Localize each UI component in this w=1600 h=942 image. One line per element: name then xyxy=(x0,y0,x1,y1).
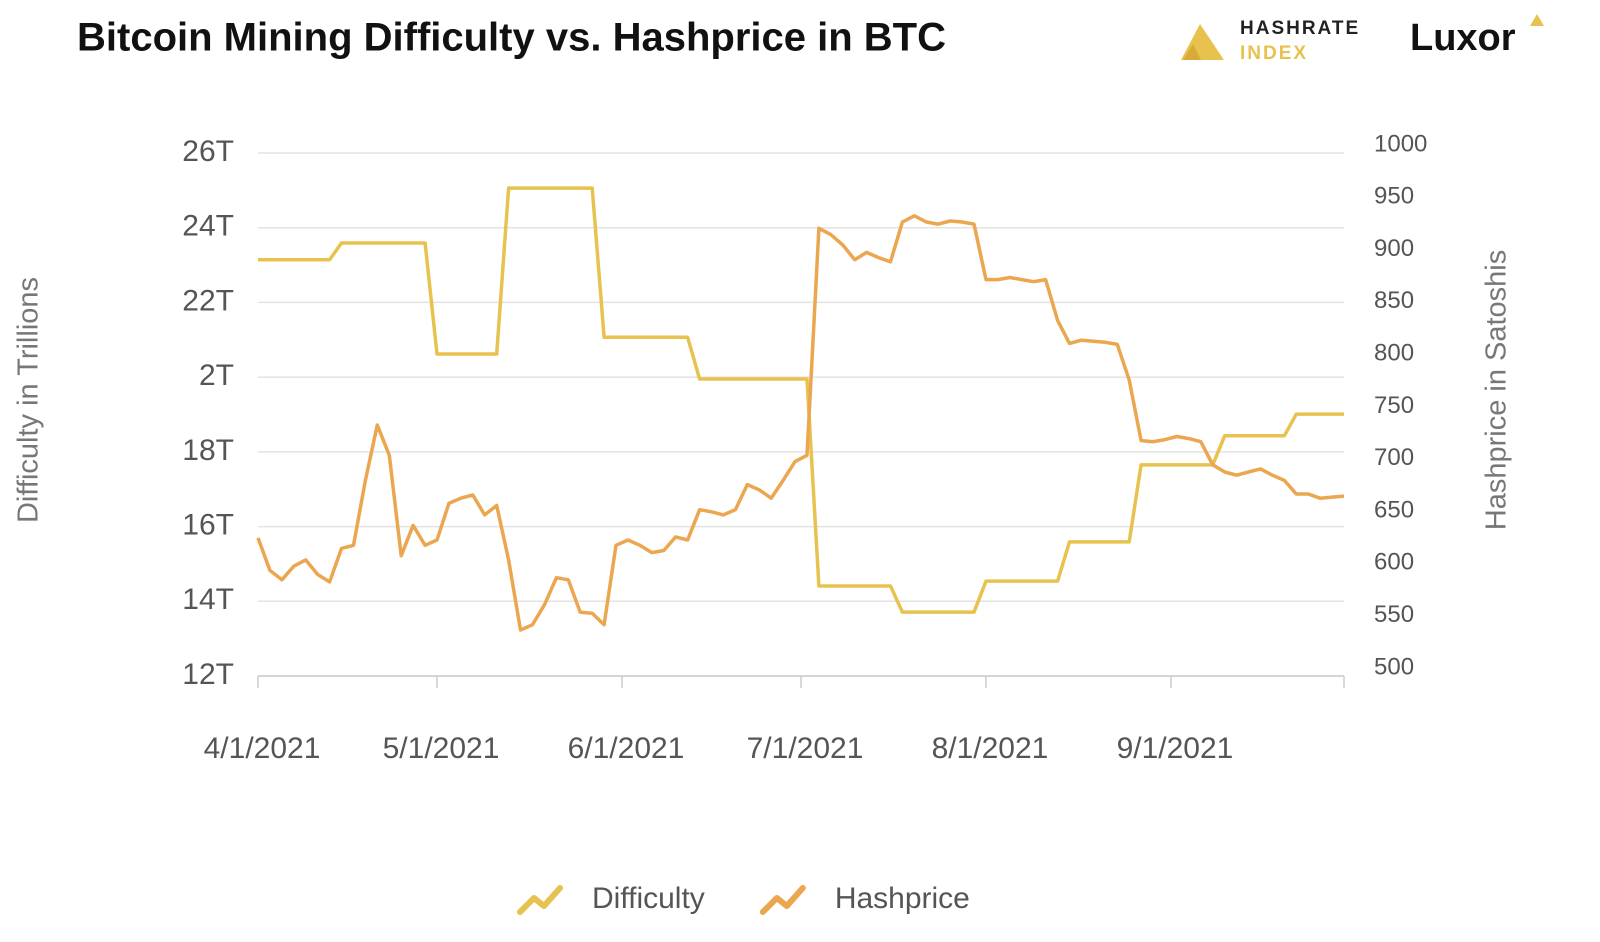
logo-text: HASHRATE xyxy=(1240,18,1360,39)
hashrate-logo: HASHRATE INDEX xyxy=(1181,18,1360,64)
y-tick-label: 2T xyxy=(199,359,234,392)
y2-tick-label: 950 xyxy=(1374,183,1414,210)
legend-swatch xyxy=(759,885,806,915)
x-tick-label: 9/1/2021 xyxy=(1117,732,1234,765)
y2-tick-label: 600 xyxy=(1374,549,1414,576)
y2-tick-label: 850 xyxy=(1374,287,1414,314)
x-tick-label: 4/1/2021 xyxy=(204,732,321,765)
legend-swatch xyxy=(517,885,563,915)
y-tick-label: 16T xyxy=(182,508,234,541)
y-tick-label: 12T xyxy=(182,658,234,691)
y2-tick-label: 650 xyxy=(1374,496,1414,523)
y-axis-label: Difficulty in Trillions xyxy=(13,277,45,523)
y2-tick-label: 900 xyxy=(1374,235,1414,262)
y2-tick-label: 500 xyxy=(1374,653,1414,680)
y2-tick-label: 550 xyxy=(1374,601,1414,628)
chart-title: Bitcoin Mining Difficulty vs. Hashprice … xyxy=(77,16,946,60)
x-tick-label: 6/1/2021 xyxy=(568,732,685,765)
x-tick-label: 7/1/2021 xyxy=(747,732,864,765)
y-tick-label: 14T xyxy=(182,583,234,616)
y2-tick-label: 800 xyxy=(1374,340,1414,367)
series-line xyxy=(256,214,1345,632)
y-tick-label: 22T xyxy=(182,284,234,317)
luxor-logo: Luxor xyxy=(1410,17,1516,59)
legend-label: Difficulty xyxy=(592,882,705,915)
y2-tick-label: 750 xyxy=(1374,392,1414,419)
y2-tick-label: 1000 xyxy=(1374,130,1427,157)
y2-axis-label: Hashprice in Satoshis xyxy=(1481,250,1513,530)
logo-icon xyxy=(1530,14,1544,26)
x-tick-label: 8/1/2021 xyxy=(932,732,1049,765)
y-tick-label: 26T xyxy=(182,135,234,168)
y-tick-label: 24T xyxy=(182,210,234,243)
y2-tick-label: 700 xyxy=(1374,444,1414,471)
series-line xyxy=(258,186,1344,614)
legend-label: Hashprice xyxy=(835,882,970,915)
logo-icon xyxy=(1183,44,1201,60)
y-tick-label: 18T xyxy=(182,434,234,467)
logo-text: INDEX xyxy=(1240,43,1308,64)
x-tick-label: 5/1/2021 xyxy=(383,732,500,765)
